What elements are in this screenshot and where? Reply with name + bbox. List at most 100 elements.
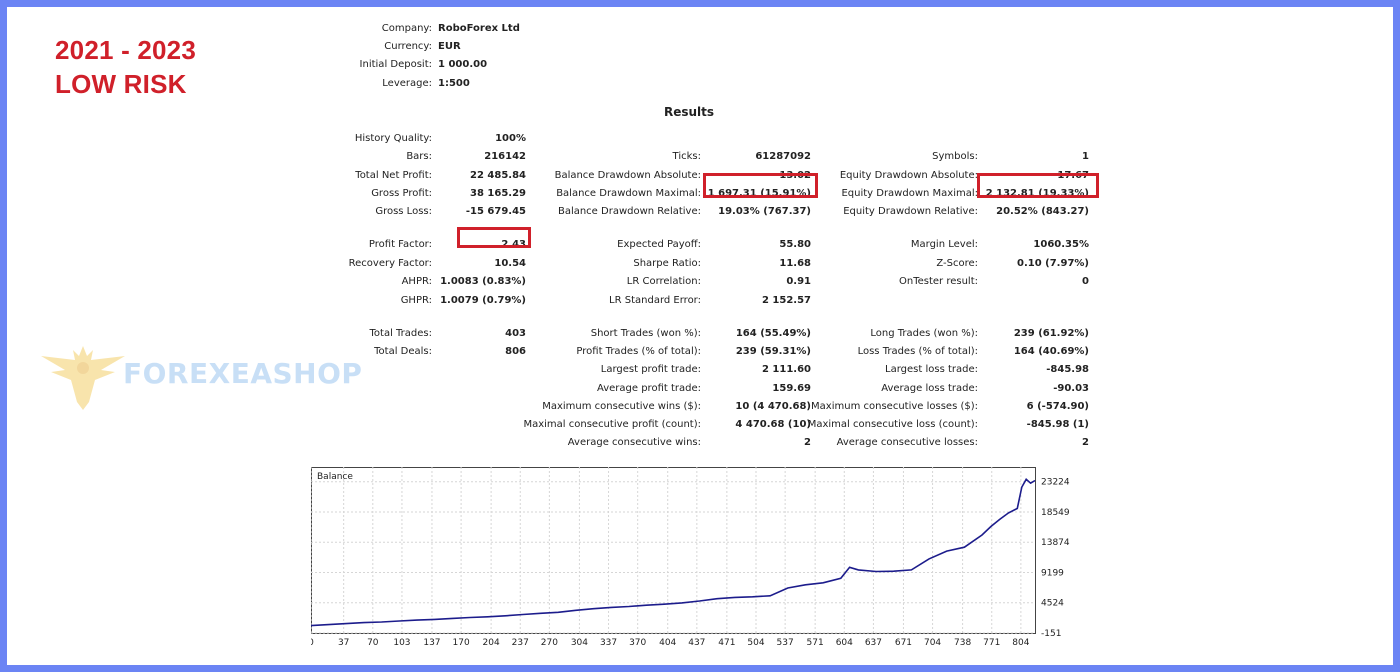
col2-label: Expected Payoff: (617, 239, 701, 250)
col1-value: 403 (505, 328, 526, 339)
col3-label: Symbols: (932, 151, 978, 162)
x-tick-label: 504 (747, 638, 764, 647)
col3-label: Equity Drawdown Relative: (843, 206, 978, 217)
col3-value: -90.03 (1053, 383, 1089, 394)
x-tick-label: 270 (541, 638, 558, 647)
balance-line (311, 478, 1036, 627)
col2-value: 0.91 (786, 276, 811, 287)
y-tick-label: 23224 (1041, 478, 1070, 488)
col1-value: 806 (505, 346, 526, 357)
col2-value: 19.03% (767.37) (718, 206, 811, 217)
col2-label: Sharpe Ratio: (633, 258, 701, 269)
col3-value: 0 (1082, 276, 1089, 287)
promo-years: 2021 - 2023 (55, 35, 196, 65)
col2-value: 2 (804, 437, 811, 448)
results-title: Results (663, 105, 715, 119)
x-tick-label: 437 (688, 638, 705, 647)
chart-frame (311, 467, 1036, 634)
strategy-report: 2021 - 2023 LOW RISK FOREXEASHOP Company… (7, 7, 1393, 665)
col2-label: Largest profit trade: (600, 364, 701, 375)
x-tick-label: 70 (367, 638, 379, 647)
x-tick-label: 771 (983, 638, 1000, 647)
highlight-profit-factor (457, 227, 531, 248)
highlight-balance-drawdown-maximal (703, 173, 818, 198)
col2-label: Profit Trades (% of total): (576, 346, 701, 357)
col1-value: 22 485.84 (470, 170, 526, 181)
col1-label: Gross Profit: (371, 188, 432, 199)
eagle-logo-icon (41, 346, 125, 410)
col3-label: Maximal consecutive loss (count): (807, 419, 978, 430)
col3-value: 1060.35% (1033, 239, 1089, 250)
col2-value: 10 (4 470.68) (735, 401, 811, 412)
col1-value: 1.0079 (0.79%) (440, 295, 526, 306)
x-tick-label: 170 (453, 638, 470, 647)
x-tick-label: 637 (865, 638, 882, 647)
highlight-equity-drawdown-maximal (977, 173, 1099, 198)
col3-value: 2 (1082, 437, 1089, 448)
col3-label: Largest loss trade: (885, 364, 978, 375)
col2-label: Maximum consecutive wins ($): (542, 401, 701, 412)
promo-risk-level: LOW RISK (55, 69, 187, 99)
col2-value: 164 (55.49%) (735, 328, 811, 339)
col3-value: 20.52% (843.27) (996, 206, 1089, 217)
header-label: Company: (381, 23, 432, 34)
col2-value: 11.68 (779, 258, 811, 269)
col3-label: Equity Drawdown Maximal: (841, 188, 978, 199)
col2-label: Maximal consecutive profit (count): (523, 419, 701, 430)
col2-label: Average profit trade: (596, 383, 701, 394)
col2-label: Ticks: (672, 151, 701, 162)
y-tick-label: 9199 (1041, 568, 1064, 578)
balance-chart: 0 37 70 103 137 170 204 237 270 304 337 370 404 437 47… (311, 467, 1091, 647)
col1-value: 2.43 (501, 239, 526, 250)
col1-label: Gross Loss: (375, 206, 432, 217)
col2-value: 61287092 (755, 151, 811, 162)
col2-value: 4 470.68 (10) (735, 419, 811, 430)
y-tick-label: 18549 (1041, 508, 1070, 518)
col3-value: 164 (40.69%) (1013, 346, 1089, 357)
col2-label: Balance Drawdown Maximal: (556, 188, 701, 199)
col1-label: History Quality: (354, 133, 432, 144)
col3-value: -845.98 (1046, 364, 1089, 375)
x-tick-label: 604 (836, 638, 853, 647)
x-tick-label: 337 (600, 638, 617, 647)
x-tick-label: 237 (512, 638, 529, 647)
col3-value: 1 (1082, 151, 1089, 162)
col2-value: 159.69 (772, 383, 811, 394)
x-tick-label: 738 (954, 638, 971, 647)
x-tick-label: 571 (807, 638, 824, 647)
header-value: 1 000.00 (438, 59, 488, 70)
col2-label: LR Correlation: (626, 276, 701, 287)
x-tick-label: 137 (423, 638, 440, 647)
col2-label: Short Trades (won %): (590, 328, 701, 339)
col3-label: Z-Score: (936, 258, 978, 269)
col1-value: 100% (495, 133, 526, 144)
col2-label: Average consecutive wins: (567, 437, 701, 448)
col3-value: 6 (-574.90) (1026, 401, 1089, 412)
x-tick-label: 304 (571, 638, 588, 647)
col1-label: GHPR: (400, 295, 432, 306)
col1-value: 10.54 (494, 258, 526, 269)
col1-label: Bars: (406, 151, 432, 162)
balance-chart-svg: 0 37 70 103 137 170 204 237 270 304 337 370 404 437 47… (311, 467, 1070, 647)
watermark: FOREXEASHOP (35, 340, 362, 410)
col2-label: LR Standard Error: (609, 295, 701, 306)
header-label: Currency: (384, 41, 432, 52)
col1-value: 216142 (484, 151, 526, 162)
col1-value: -15 679.45 (465, 206, 526, 217)
col3-label: Long Trades (won %): (870, 328, 978, 339)
x-tick-label: 103 (393, 638, 410, 647)
header-label: Initial Deposit: (359, 59, 432, 70)
col3-value: -845.98 (1) (1026, 419, 1089, 430)
col2-value: 1 697.31 (15.91%) (707, 188, 811, 199)
col1-label: Profit Factor: (368, 239, 432, 250)
x-tick-label: 370 (629, 638, 646, 647)
x-tick-label: 37 (338, 638, 349, 647)
col1-label: Recovery Factor: (348, 258, 432, 269)
col2-value: 2 111.60 (761, 364, 811, 375)
x-tick-label: 537 (777, 638, 794, 647)
col3-label: Maximum consecutive losses ($): (811, 401, 978, 412)
x-tick-label: 671 (895, 638, 912, 647)
y-tick-label: 4524 (1041, 599, 1064, 609)
y-tick-label: 13874 (1041, 538, 1070, 548)
col3-value: 0.10 (7.97%) (1017, 258, 1089, 269)
